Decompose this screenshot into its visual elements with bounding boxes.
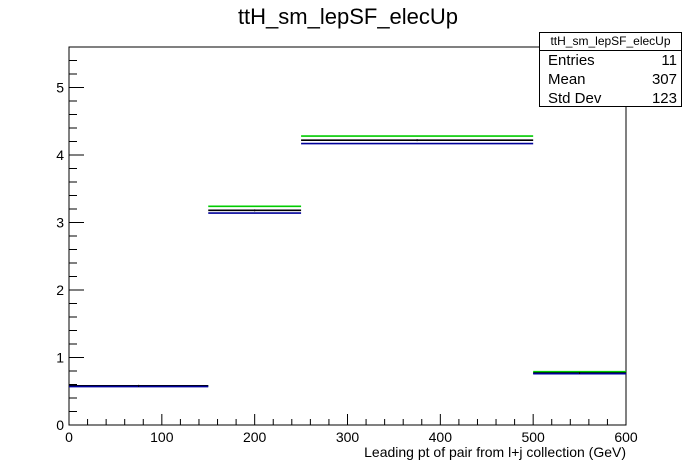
x-tick-label: 600 — [614, 429, 638, 445]
y-tick-label: 0 — [56, 417, 64, 433]
x-tick-label: 500 — [521, 429, 545, 445]
x-axis-label: Leading pt of pair from l+j collection (… — [364, 444, 626, 460]
y-tick-label: 1 — [56, 350, 64, 366]
stats-label: Mean — [548, 71, 586, 88]
stats-value: 11 — [661, 52, 677, 69]
x-tick-label: 0 — [65, 429, 73, 445]
stats-label: Std Dev — [548, 90, 602, 107]
x-tick-label: 200 — [243, 429, 267, 445]
x-tick-label: 300 — [336, 429, 360, 445]
axes: 0 100 200 300 400 500 600 0 1 2 3 4 5 — [56, 60, 638, 445]
stats-value: 123 — [651, 90, 677, 107]
stats-label: Entries — [548, 52, 595, 69]
stats-box: ttH_sm_lepSF_elecUp Entries 11 Mean 307 … — [539, 32, 682, 107]
stats-box-title: ttH_sm_lepSF_elecUp — [540, 33, 681, 51]
stats-row-entries: Entries 11 — [540, 51, 681, 70]
stats-row-mean: Mean 307 — [540, 70, 681, 89]
x-tick-label: 400 — [429, 429, 453, 445]
chart-title: ttH_sm_lepSF_elecUp — [237, 4, 459, 29]
y-tick-label: 4 — [56, 147, 64, 163]
x-tick-label: 100 — [150, 429, 174, 445]
stats-row-stddev: Std Dev 123 — [540, 89, 681, 108]
y-tick-label: 5 — [56, 80, 64, 96]
histogram-bars — [69, 135, 626, 388]
y-tick-label: 3 — [56, 215, 64, 231]
stats-value: 307 — [651, 71, 677, 88]
y-tick-label: 2 — [56, 282, 64, 298]
